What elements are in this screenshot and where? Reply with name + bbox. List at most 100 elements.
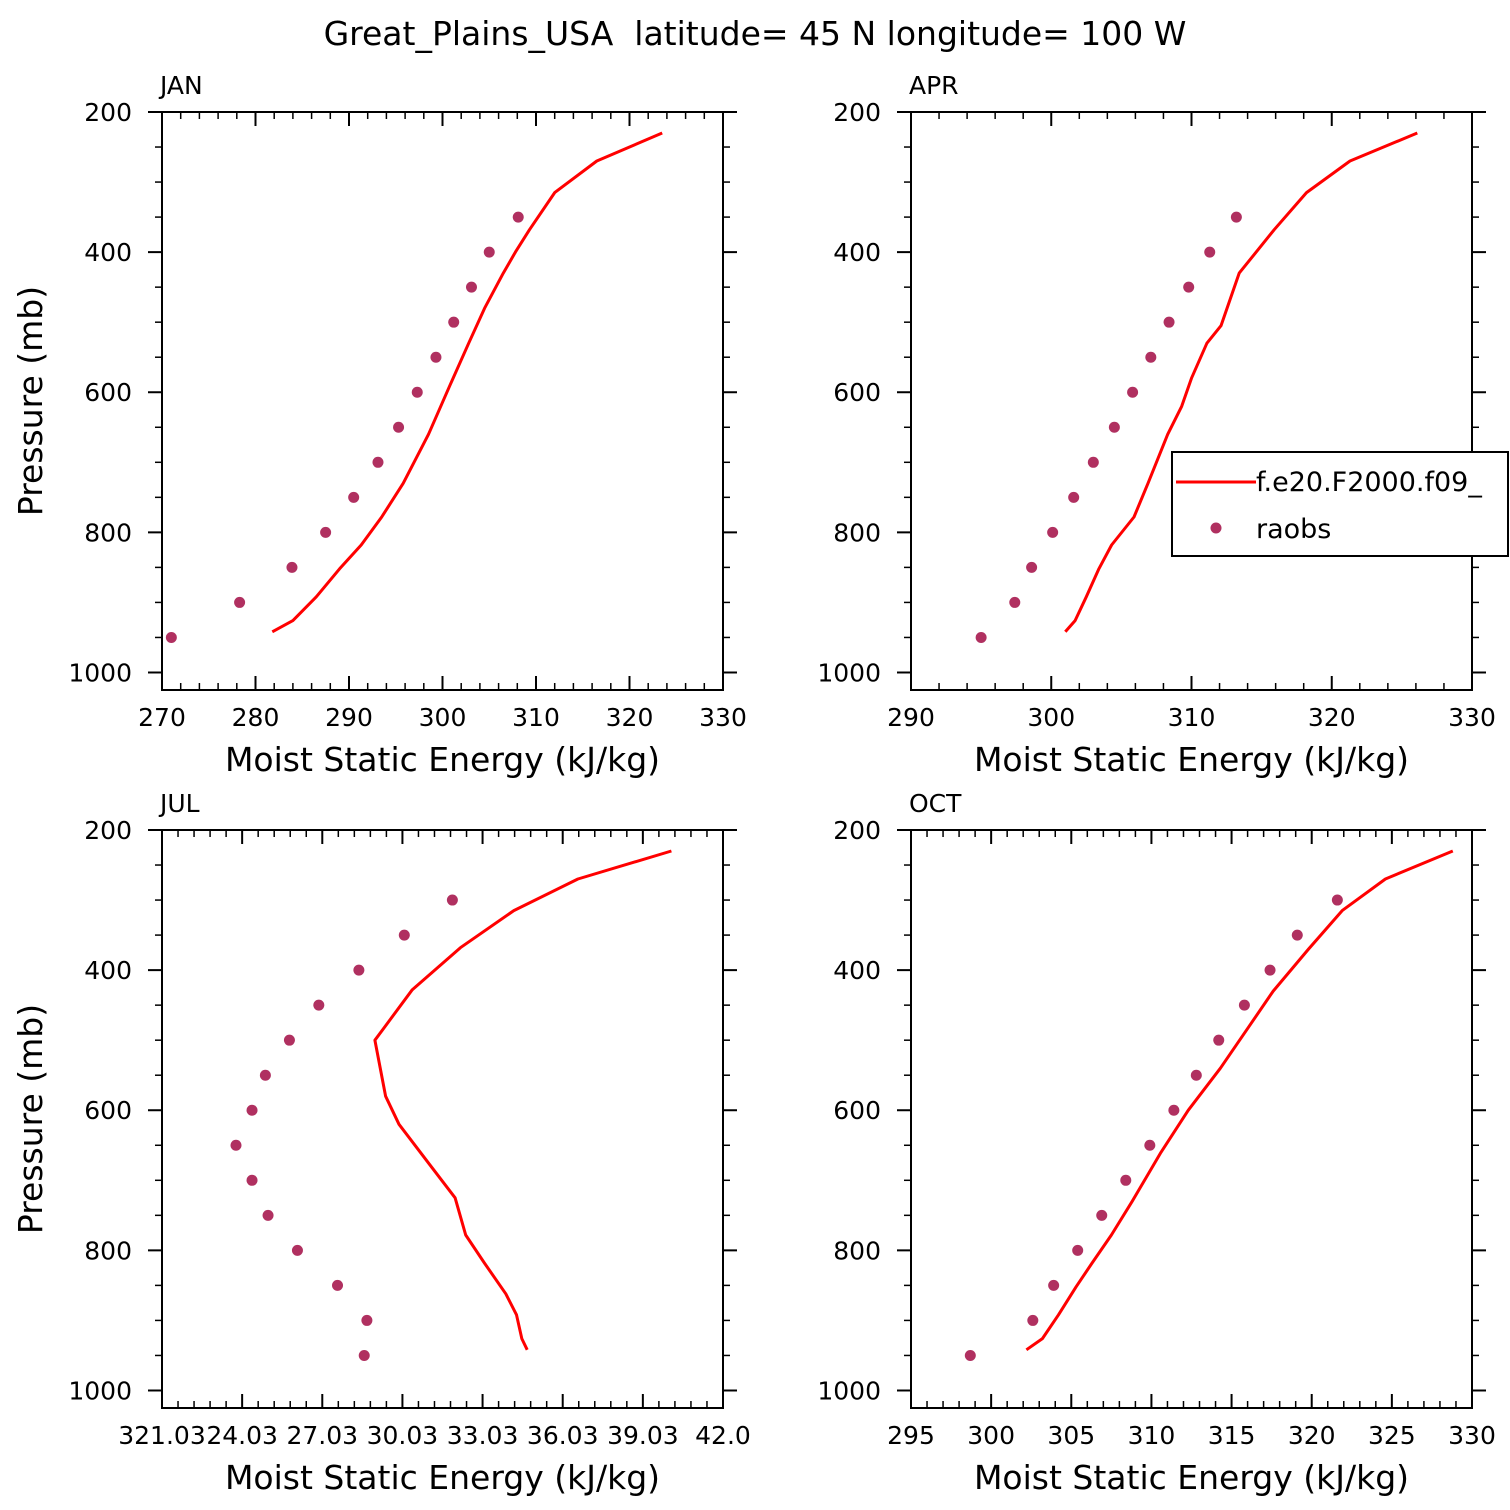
model-line	[271, 131, 663, 634]
x-tick-label: 300	[967, 1421, 1015, 1450]
legend-obs-label: raobs	[1256, 514, 1331, 545]
x-tick-label: 36.03	[527, 1421, 599, 1450]
panel-label: JAN	[158, 71, 203, 100]
y-tick-label: 200	[833, 98, 881, 127]
raobs-point	[1068, 491, 1080, 503]
x-tick-label: 30.03	[367, 1421, 439, 1450]
y-tick-label: 1000	[68, 1376, 132, 1405]
x-tick-label: 310	[1168, 703, 1216, 732]
raobs-point	[348, 491, 360, 503]
raobs-point	[1168, 1104, 1180, 1116]
x-tick-label: 39.03	[607, 1421, 679, 1450]
legend-box	[1171, 451, 1509, 557]
y-tick-label: 600	[84, 378, 132, 407]
y-tick-label: 1000	[68, 658, 132, 687]
raobs-point	[465, 281, 477, 293]
raobs-point	[448, 316, 460, 328]
x-tick-label: 290	[325, 703, 373, 732]
raobs-point	[1145, 351, 1157, 363]
raobs-point	[1087, 456, 1099, 468]
x-tick-label: 320	[1308, 703, 1356, 732]
y-tick-label: 200	[84, 98, 132, 127]
raobs-point	[1264, 964, 1276, 976]
y-tick-label: 600	[84, 1096, 132, 1125]
y-tick-label: 200	[833, 816, 881, 845]
raobs-point	[353, 964, 365, 976]
raobs-point	[1213, 1034, 1225, 1046]
model-line	[373, 849, 672, 1351]
raobs-point	[1048, 1279, 1060, 1291]
y-tick-label: 800	[833, 518, 881, 547]
raobs-point	[512, 211, 524, 223]
x-tick-label: 24.03	[206, 1421, 278, 1450]
plot-frame	[161, 829, 724, 1409]
raobs-point	[964, 1349, 976, 1361]
y-tick-label: 800	[833, 1236, 881, 1265]
y-tick-label: 600	[833, 378, 881, 407]
raobs-point	[234, 596, 246, 608]
y-axis-label: Pressure (mb)	[11, 286, 50, 516]
raobs-point	[332, 1279, 344, 1291]
panel-jan: 270 280 290 300 310 320 330 200 400 600 800 1000 JAN…	[11, 71, 747, 779]
raobs-point	[372, 456, 384, 468]
model-line	[1064, 131, 1418, 633]
y-tick-label: 400	[833, 956, 881, 985]
x-axis-label: Moist Static Energy (kJ/kg)	[974, 1458, 1409, 1497]
raobs-point	[283, 1034, 295, 1046]
plot-frame	[910, 829, 1473, 1409]
raobs-point	[1163, 316, 1175, 328]
y-tick-label: 400	[833, 238, 881, 267]
raobs-point	[398, 929, 410, 941]
raobs-point	[1127, 386, 1139, 398]
x-axis-label: Moist Static Energy (kJ/kg)	[225, 740, 660, 779]
x-tick-label: 295	[887, 1421, 935, 1450]
raobs-point	[286, 561, 298, 573]
panel-oct: 295 300 305 310 315 320 325 330 200 400 600 800 1000…	[817, 789, 1495, 1497]
legend-marker-swatch	[1210, 522, 1222, 534]
x-tick-label: 33.03	[447, 1421, 519, 1450]
raobs-point	[1230, 211, 1242, 223]
x-tick-label: 270	[138, 703, 186, 732]
plot-frame	[910, 111, 1473, 691]
panel-label: APR	[909, 71, 959, 100]
x-tick-label: 300	[1027, 703, 1075, 732]
x-tick-label: 315	[1208, 1421, 1256, 1450]
y-tick-label: 1000	[817, 658, 881, 687]
y-tick-label: 200	[84, 816, 132, 845]
model-line	[1025, 849, 1454, 1352]
raobs-point	[358, 1349, 370, 1361]
panel-label: JUL	[158, 789, 200, 818]
raobs-point	[411, 386, 423, 398]
legend-model-label: f.e20.F2000.f09_	[1256, 467, 1482, 498]
raobs-point	[246, 1174, 258, 1186]
x-tick-label: 300	[419, 703, 467, 732]
x-tick-label: 27.03	[286, 1421, 358, 1450]
y-axis-label: Pressure (mb)	[11, 1004, 50, 1234]
y-tick-label: 400	[84, 956, 132, 985]
figure-title: Great_Plains_USA latitude= 45 N longitud…	[324, 14, 1187, 53]
raobs-point	[1183, 281, 1195, 293]
y-tick-label: 400	[84, 238, 132, 267]
raobs-point	[1190, 1069, 1202, 1081]
raobs-point	[393, 421, 405, 433]
raobs-point	[1047, 526, 1059, 538]
x-tick-label: 325	[1368, 1421, 1416, 1450]
y-tick-label: 800	[84, 1236, 132, 1265]
raobs-point	[1331, 894, 1343, 906]
y-tick-label: 600	[833, 1096, 881, 1125]
x-tick-label: 42.0	[695, 1421, 751, 1450]
raobs-point	[1291, 929, 1303, 941]
panel-apr: 290 300 310 320 330 200 400 600 800 1000 APR Moist …	[817, 71, 1509, 779]
x-tick-label: 320	[606, 703, 654, 732]
raobs-point	[483, 246, 495, 258]
raobs-point	[320, 526, 332, 538]
x-tick-label: 280	[232, 703, 280, 732]
raobs-point	[1026, 561, 1038, 573]
raobs-point	[291, 1244, 303, 1256]
legend: f.e20.F2000.f09_raobs	[1171, 451, 1509, 557]
raobs-point	[446, 894, 458, 906]
raobs-point	[262, 1209, 274, 1221]
panel-label: OCT	[909, 789, 962, 818]
raobs-point	[1072, 1244, 1084, 1256]
